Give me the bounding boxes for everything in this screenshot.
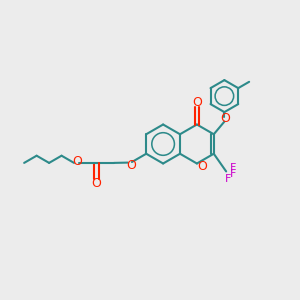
Text: F: F bbox=[230, 169, 237, 179]
Text: F: F bbox=[230, 164, 237, 173]
Text: O: O bbox=[220, 112, 230, 124]
Text: O: O bbox=[73, 155, 82, 168]
Text: O: O bbox=[192, 96, 202, 110]
Text: O: O bbox=[197, 160, 207, 173]
Text: O: O bbox=[126, 159, 136, 172]
Text: O: O bbox=[92, 177, 101, 190]
Text: F: F bbox=[225, 174, 231, 184]
